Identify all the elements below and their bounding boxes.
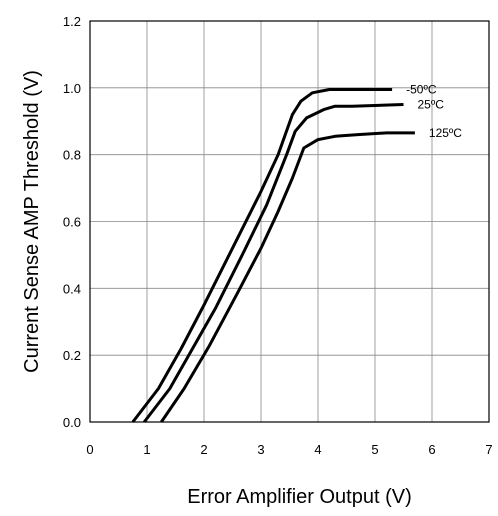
y-tick-label: 0.6 — [63, 215, 81, 230]
x-tick-label: 5 — [371, 442, 378, 457]
y-tick-label: 1.2 — [63, 14, 81, 29]
y-tick-label: 0.0 — [63, 415, 81, 430]
series — [131, 88, 415, 423]
series-line — [131, 88, 393, 423]
ticks: 0 1 2 3 4 5 6 7 0.0 0.2 0.4 0.6 0.8 1.0 1.2 — [63, 14, 493, 457]
x-tick-label: 7 — [485, 442, 492, 457]
y-tick-label: 0.8 — [63, 148, 81, 163]
series-label: -50ºC — [406, 83, 437, 97]
series-line — [160, 131, 415, 423]
y-axis-title: Current Sense AMP Threshold (V) — [21, 70, 43, 373]
series-label: 25ºC — [418, 98, 445, 112]
plot-frame — [89, 20, 490, 423]
y-tick-label: 0.4 — [63, 281, 81, 296]
x-axis-title: Error Amplifier Output (V) — [187, 486, 412, 508]
x-tick-label: 1 — [143, 442, 150, 457]
grid — [90, 21, 489, 422]
x-tick-label: 3 — [257, 442, 264, 457]
x-tick-label: 4 — [314, 442, 321, 457]
series-line — [143, 103, 404, 423]
y-tick-label: 1.0 — [63, 81, 81, 96]
x-tick-label: 0 — [86, 442, 93, 457]
y-tick-label: 0.2 — [63, 348, 81, 363]
series-label: 125ºC — [429, 126, 462, 140]
x-tick-label: 6 — [428, 442, 435, 457]
x-tick-label: 2 — [200, 442, 207, 457]
